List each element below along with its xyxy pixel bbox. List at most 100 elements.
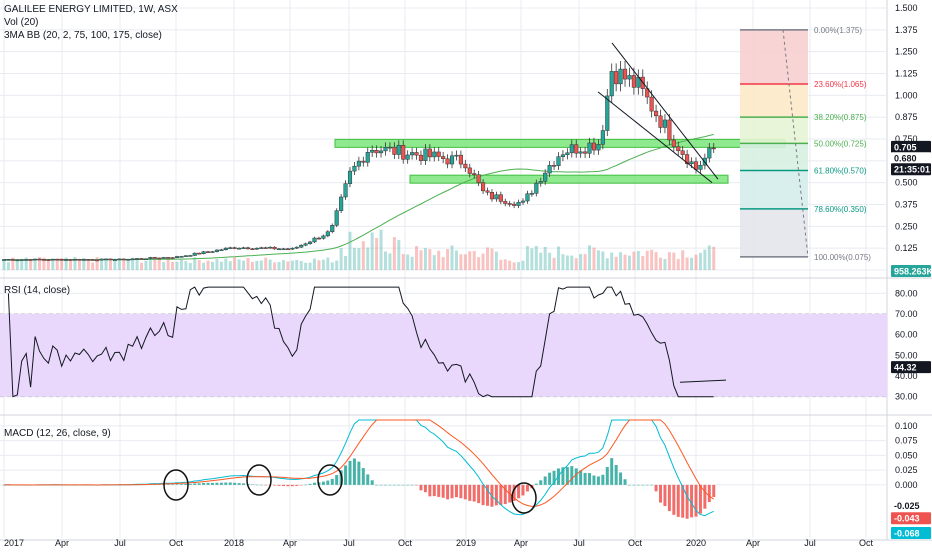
fibonacci-retracement[interactable]: 0.00%(1.375) 23.60%(1.065) 38.20%(0.875) 50… [740, 26, 871, 262]
macd-histogram-bar [561, 467, 565, 485]
ma-badge: 0.680 [894, 154, 917, 164]
candle-body [161, 257, 166, 259]
volume-bar [565, 255, 569, 270]
macd-badge-3-bg [891, 526, 931, 539]
candle-body [135, 258, 140, 260]
candle-body [281, 248, 286, 251]
volume-bar [335, 260, 339, 270]
candle-body [33, 258, 38, 261]
volume-bar [24, 257, 28, 270]
candle-body [512, 203, 517, 206]
candlesticks [1, 61, 716, 262]
candle-body [245, 247, 251, 250]
candle-body [1, 259, 7, 261]
candle-body [614, 71, 619, 85]
macd-histogram-bar [450, 484, 454, 499]
volume-bar [601, 251, 605, 270]
candle-body [481, 182, 486, 192]
fib-level-label: 78.60%(0.350) [814, 205, 867, 214]
rsi-tick-label: 50.00 [895, 350, 918, 360]
volume-badge-bg [891, 265, 931, 277]
countdown-badge: 21:35:01 [894, 165, 930, 175]
rsi-tick-label: 80.00 [895, 288, 918, 298]
volume-bar [610, 252, 614, 270]
volume-bar [672, 252, 676, 270]
candle-body [538, 181, 543, 184]
volume-bar [37, 257, 41, 270]
macd-histogram-bar [415, 484, 419, 486]
candle-body [86, 259, 91, 261]
volume-bar [69, 259, 73, 270]
volume-bar [667, 252, 671, 270]
macd-histogram-bar [707, 484, 711, 503]
macd-histogram-bar [184, 483, 188, 485]
volume-bar [619, 252, 623, 270]
volume-bar [77, 259, 81, 270]
price-tick-label: 1.375 [895, 25, 918, 35]
fib-zone [740, 208, 808, 257]
macd-histogram-bar [264, 484, 268, 486]
macd-histogram-bar [627, 484, 631, 486]
macd-histogram-bar [694, 484, 698, 517]
macd-histogram-bar [313, 482, 317, 485]
macd-histogram-bar [392, 484, 396, 486]
candle-body [214, 249, 219, 252]
candle-body [689, 161, 694, 165]
macd-histogram-bar [588, 473, 592, 485]
candle-body [472, 173, 477, 175]
volume-bar [477, 257, 481, 270]
volume-bar [379, 229, 383, 270]
candle-body [210, 251, 215, 253]
macd-histogram-bar [437, 484, 441, 497]
volume-bar [676, 258, 680, 270]
candle-body [401, 145, 406, 160]
candle-body [596, 144, 601, 151]
candle-body [565, 152, 570, 155]
price-tick-label: 0.250 [895, 221, 918, 231]
candle-body [148, 257, 153, 260]
volume-bar [441, 257, 445, 270]
volume-bar [401, 254, 405, 270]
candle-body [192, 252, 197, 256]
price-tick-label: 1.500 [895, 3, 918, 13]
time-tick-label: 2018 [224, 538, 244, 548]
macd-histogram-bar [215, 482, 219, 485]
volume-bar [46, 260, 50, 270]
fib-level-label: 38.20%(0.875) [814, 113, 867, 122]
price-tick-label: 0.375 [895, 200, 918, 210]
volume-bar [210, 261, 214, 270]
macd-histogram-bar [565, 467, 569, 485]
volume-bar [681, 250, 685, 270]
volume-bar [690, 257, 694, 270]
volume-bar [277, 262, 281, 270]
candle-body [10, 259, 15, 261]
candle-body [410, 152, 415, 156]
volume-bar [357, 248, 361, 270]
volume-bar [153, 257, 157, 270]
volume-bar [508, 260, 512, 270]
macd-histogram-bar [326, 480, 330, 485]
volume-bar [659, 257, 663, 270]
candle-body [28, 259, 33, 261]
volume-bar [370, 232, 374, 270]
macd-histogram-bar [623, 479, 627, 485]
candle-body [294, 246, 299, 249]
macd-histogram-bar [224, 482, 228, 485]
macd-histogram-bar [281, 484, 285, 487]
macd-histogram-bar [397, 484, 401, 486]
candle-body [228, 247, 233, 249]
candle-body [449, 155, 455, 165]
candle-body [405, 154, 410, 160]
fib-zone [740, 170, 808, 209]
volume-bar [397, 239, 401, 270]
candle-body [312, 237, 317, 243]
candle-body [445, 158, 450, 165]
volume-bar [574, 258, 578, 270]
volume-bar [450, 245, 454, 270]
rsi-tick-label: 40.00 [895, 371, 918, 381]
volume-bar [6, 262, 10, 270]
macd-histogram-bar [242, 483, 246, 485]
macd-histogram-bar [472, 484, 476, 502]
